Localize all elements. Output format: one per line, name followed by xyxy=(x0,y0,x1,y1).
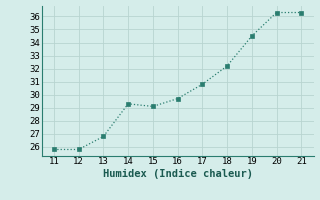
X-axis label: Humidex (Indice chaleur): Humidex (Indice chaleur) xyxy=(103,169,252,179)
